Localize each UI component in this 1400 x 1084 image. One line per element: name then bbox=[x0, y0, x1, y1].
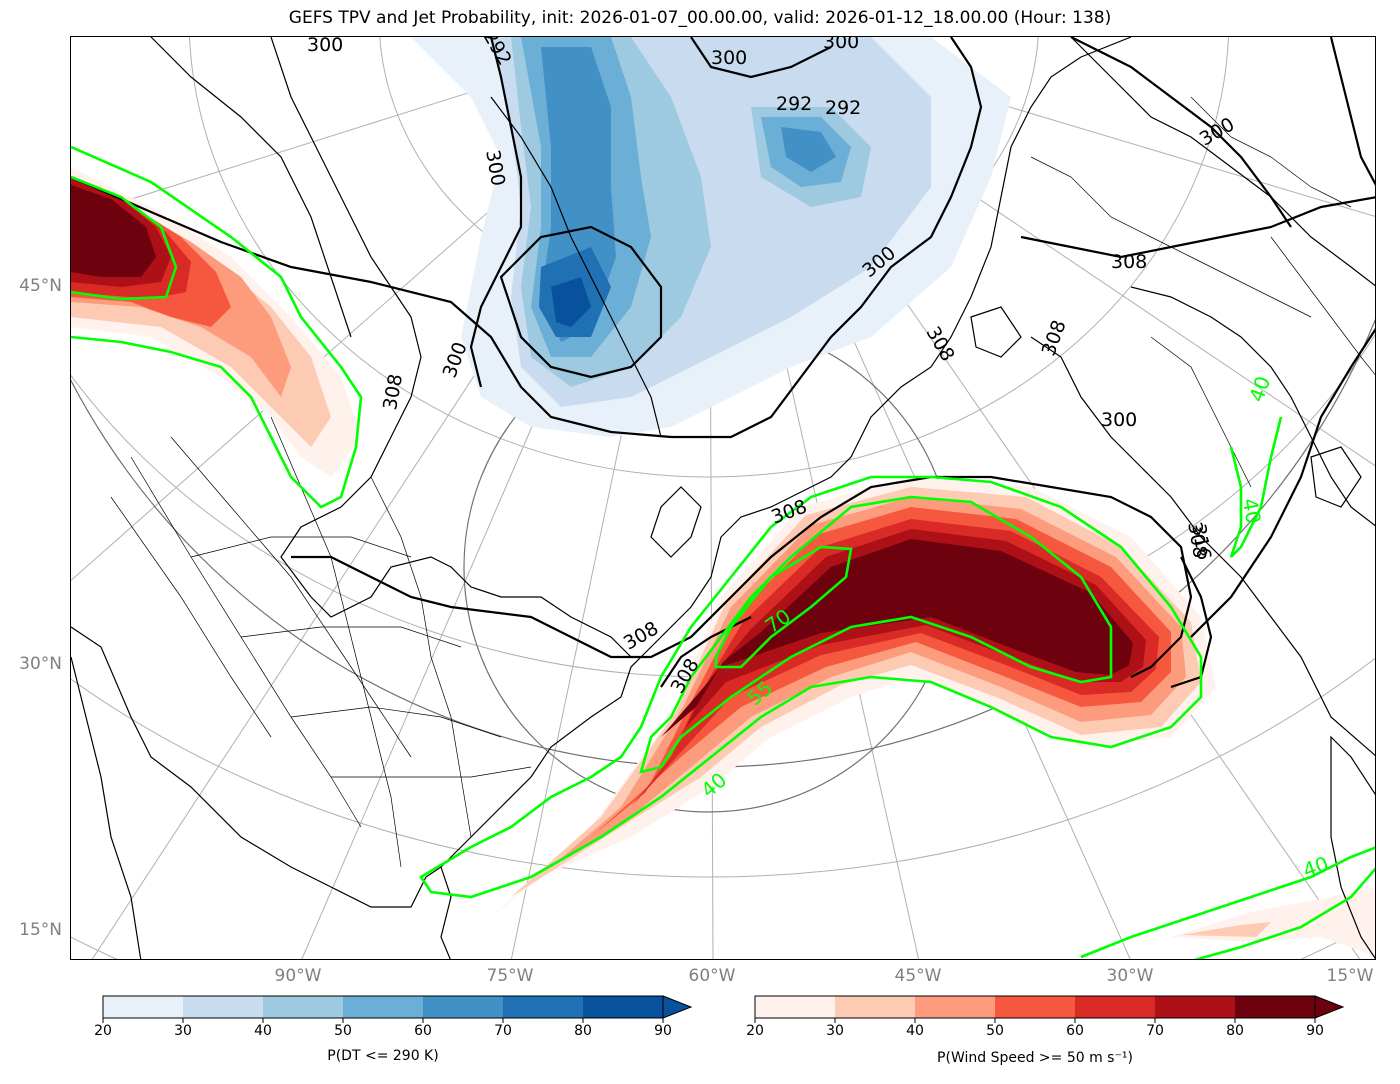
colorbar-segment bbox=[1075, 996, 1155, 1018]
colorbar-tick-label: 80 bbox=[1226, 1023, 1244, 1039]
map-panel[interactable]: 300 292 300 300 292 292 300 300 300 308 … bbox=[70, 36, 1376, 960]
jet-colorbar-label: P(Wind Speed >= 50 m s⁻¹) bbox=[937, 1050, 1133, 1066]
theta-label: 308 bbox=[1111, 251, 1148, 273]
colorbar-segment bbox=[835, 996, 915, 1018]
colorbar-segment bbox=[583, 996, 663, 1018]
colorbar-segment bbox=[423, 996, 503, 1018]
colorbar-segment bbox=[263, 996, 343, 1018]
colorbar-segment bbox=[1235, 996, 1315, 1018]
colorbar-segment bbox=[915, 996, 995, 1018]
theta-label: 300 bbox=[711, 47, 748, 69]
colorbar-tick-label: 90 bbox=[1306, 1023, 1324, 1039]
jet-probability-fill bbox=[71, 167, 1375, 957]
colorbar-segment bbox=[343, 996, 423, 1018]
lon-label-30w: 30°W bbox=[1106, 966, 1154, 986]
map-canvas bbox=[71, 37, 1375, 959]
theta-label: 300 bbox=[823, 36, 860, 53]
colorbar-tick-label: 30 bbox=[174, 1023, 192, 1039]
jet-contours bbox=[71, 145, 1375, 959]
theta-label: 292 bbox=[825, 97, 862, 119]
colorbar-tick-label: 80 bbox=[574, 1023, 592, 1039]
colorbar-tick-label: 50 bbox=[334, 1023, 352, 1039]
coastlines bbox=[71, 37, 1375, 959]
lat-label-15n: 15°N bbox=[19, 920, 62, 940]
lon-label-15w: 15°W bbox=[1326, 966, 1374, 986]
colorbar-extend-arrow bbox=[1314, 995, 1345, 1019]
theta-contours bbox=[71, 37, 1375, 689]
lat-label-45n: 45°N bbox=[19, 276, 62, 296]
colorbar-tick-label: 60 bbox=[414, 1023, 432, 1039]
colorbar-segment bbox=[1155, 996, 1235, 1018]
lon-label-90w: 90°W bbox=[274, 966, 322, 986]
jet-colorbar-scale bbox=[754, 995, 1345, 1023]
colorbar-tick-label: 30 bbox=[826, 1023, 844, 1039]
colorbar-segment bbox=[755, 996, 835, 1018]
theta-label: 300 bbox=[307, 36, 344, 56]
colorbar-segment bbox=[183, 996, 263, 1018]
jet-colorbar: 20 30 40 50 60 70 80 90 bbox=[746, 995, 1355, 1039]
colorbar-tick-label: 90 bbox=[654, 1023, 672, 1039]
tpv-probability-fill bbox=[411, 37, 1011, 437]
colorbar-tick-label: 70 bbox=[494, 1023, 512, 1039]
lat-label-30n: 30°N bbox=[19, 654, 62, 674]
jet-label: 40 bbox=[1237, 496, 1266, 526]
colorbar-segment bbox=[995, 996, 1075, 1018]
colorbar-tick-label: 60 bbox=[1066, 1023, 1084, 1039]
map-title: GEFS TPV and Jet Probability, init: 2026… bbox=[288, 8, 1112, 28]
lon-label-60w: 60°W bbox=[688, 966, 736, 986]
colorbar-tick-label: 40 bbox=[906, 1023, 924, 1039]
tpv-colorbar: 20 30 40 50 60 70 80 90 bbox=[94, 995, 703, 1039]
colorbar-segment bbox=[503, 996, 583, 1018]
colorbar-outline bbox=[102, 995, 664, 1019]
theta-label: 300 bbox=[1101, 409, 1138, 431]
colorbar-extend-arrow bbox=[662, 995, 693, 1019]
colorbar-tick-label: 50 bbox=[986, 1023, 1004, 1039]
theta-label: 292 bbox=[776, 93, 813, 115]
tpv-colorbar-label: P(DT <= 290 K) bbox=[327, 1048, 439, 1064]
colorbar-segment bbox=[103, 996, 183, 1018]
colorbar-outline bbox=[754, 995, 1316, 1019]
colorbar-tick-label: 70 bbox=[1146, 1023, 1164, 1039]
colorbar-tick-label: 40 bbox=[254, 1023, 272, 1039]
colorbar-tick-label: 20 bbox=[746, 1023, 764, 1039]
tpv-colorbar-scale bbox=[102, 995, 693, 1023]
colorbar-tick-label: 20 bbox=[94, 1023, 112, 1039]
lon-label-45w: 45°W bbox=[894, 966, 942, 986]
lon-label-75w: 75°W bbox=[486, 966, 534, 986]
